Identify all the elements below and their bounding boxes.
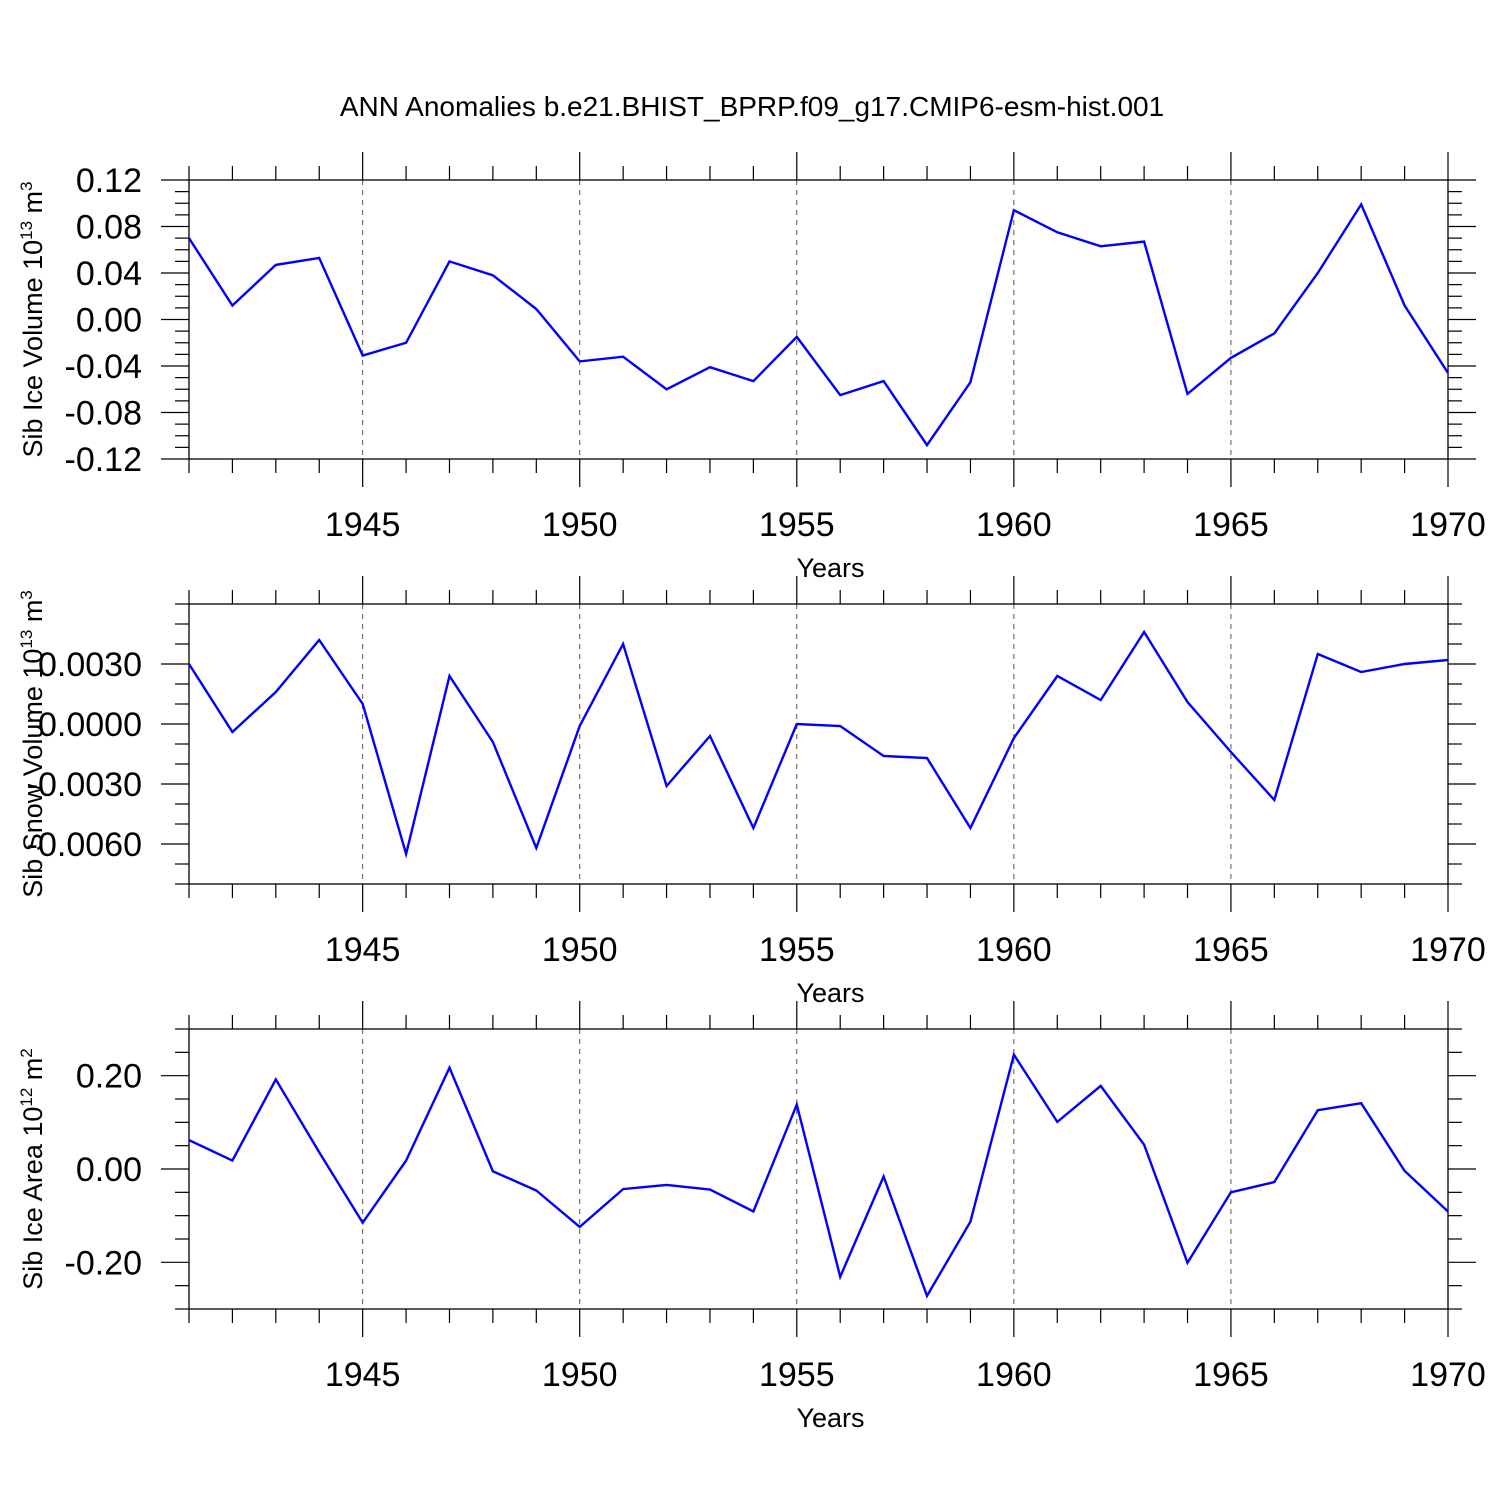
y-tick-label: -0.0060 bbox=[27, 826, 142, 864]
x-tick-label: 1950 bbox=[542, 506, 618, 544]
series-line bbox=[189, 201, 1448, 448]
x-tick-label: 1965 bbox=[1193, 506, 1269, 544]
y-axis-title: Sib Ice Area 1012 m2 bbox=[17, 1048, 48, 1290]
x-tick-label: 1955 bbox=[759, 506, 835, 544]
panels: 1945 1950 1955 1960 1965 1970 Years -0.12 -0.08 -… bbox=[17, 152, 1486, 1433]
y-tick-label: 0.00 bbox=[76, 302, 142, 340]
x-tick-label: 1945 bbox=[325, 506, 401, 544]
x-tick-label: 1970 bbox=[1410, 931, 1486, 969]
x-axis-title: Years bbox=[796, 553, 864, 583]
x-tick-label: 1945 bbox=[325, 1356, 401, 1394]
y-axis-title: Sib Ice Volume 1013 m3 bbox=[17, 181, 48, 457]
x-tick-label: 1960 bbox=[976, 931, 1052, 969]
x-tick-label: 1960 bbox=[976, 506, 1052, 544]
y-tick-label: 0.04 bbox=[76, 255, 142, 293]
y-tick-label: -0.12 bbox=[65, 441, 143, 479]
chart-panel-2: 1945 1950 1955 1960 1965 1970 Years -0.0060 -0.0… bbox=[17, 576, 1486, 1008]
series-line bbox=[189, 1051, 1448, 1299]
y-tick-label: 0.0030 bbox=[38, 646, 142, 684]
y-axis-title-exponent: 13 bbox=[17, 630, 36, 649]
y-axis-title-exponent: 12 bbox=[17, 1088, 36, 1107]
series-line bbox=[189, 629, 1448, 859]
x-tick-label: 1960 bbox=[976, 1356, 1052, 1394]
plot-frame bbox=[188, 179, 1449, 460]
x-tick-label: 1965 bbox=[1193, 1356, 1269, 1394]
y-tick-label: 0.00 bbox=[76, 1151, 142, 1189]
x-tick-label: 1965 bbox=[1193, 931, 1269, 969]
y-axis-title-unit: m bbox=[18, 191, 48, 221]
y-tick-label: -0.20 bbox=[65, 1244, 143, 1282]
chart-title: ANN Anomalies b.e21.BHIST_BPRP.f09_g17.C… bbox=[340, 91, 1164, 122]
y-tick-label: -0.0030 bbox=[27, 766, 142, 804]
x-tick-label: 1950 bbox=[542, 931, 618, 969]
y-axis-title-unit-exponent: 3 bbox=[17, 590, 36, 599]
plot-frame bbox=[188, 603, 1449, 885]
plot-frame bbox=[188, 1028, 1449, 1310]
y-axis-title: Sib Snow Volume 1013 m3 bbox=[17, 590, 48, 898]
x-tick-label: 1945 bbox=[325, 931, 401, 969]
y-axis-title-unit-exponent: 3 bbox=[17, 181, 36, 190]
chart-panel-3: 1945 1950 1955 1960 1965 1970 Years -0.20 0.00 0.… bbox=[17, 1001, 1486, 1433]
y-axis-title-text: Sib Ice Area 10 bbox=[18, 1107, 48, 1290]
y-tick-label: -0.04 bbox=[65, 348, 143, 386]
y-axis-title-exponent: 13 bbox=[17, 221, 36, 240]
x-tick-label: 1950 bbox=[542, 1356, 618, 1394]
y-axis-title-text: Sib Ice Volume 10 bbox=[18, 240, 48, 458]
x-tick-label: 1955 bbox=[759, 1356, 835, 1394]
x-tick-label: 1955 bbox=[759, 931, 835, 969]
y-tick-label: 0.12 bbox=[76, 162, 142, 200]
chart-panel-1: 1945 1950 1955 1960 1965 1970 Years -0.12 -0.08 -… bbox=[17, 152, 1486, 583]
x-tick-label: 1970 bbox=[1410, 1356, 1486, 1394]
y-tick-label: 0.08 bbox=[76, 209, 142, 247]
y-axis-title-text: Sib Snow Volume 10 bbox=[18, 649, 48, 898]
x-axis-title: Years bbox=[796, 978, 864, 1008]
y-tick-label: -0.08 bbox=[65, 395, 143, 433]
y-tick-label: 0.20 bbox=[76, 1058, 142, 1096]
x-axis-title: Years bbox=[796, 1403, 864, 1433]
y-axis-title-unit: m bbox=[18, 600, 48, 630]
y-axis-title-unit-exponent: 2 bbox=[17, 1048, 36, 1057]
y-tick-label: 0.0000 bbox=[38, 706, 142, 744]
y-axis-title-unit: m bbox=[18, 1058, 48, 1088]
x-tick-label: 1970 bbox=[1410, 506, 1486, 544]
